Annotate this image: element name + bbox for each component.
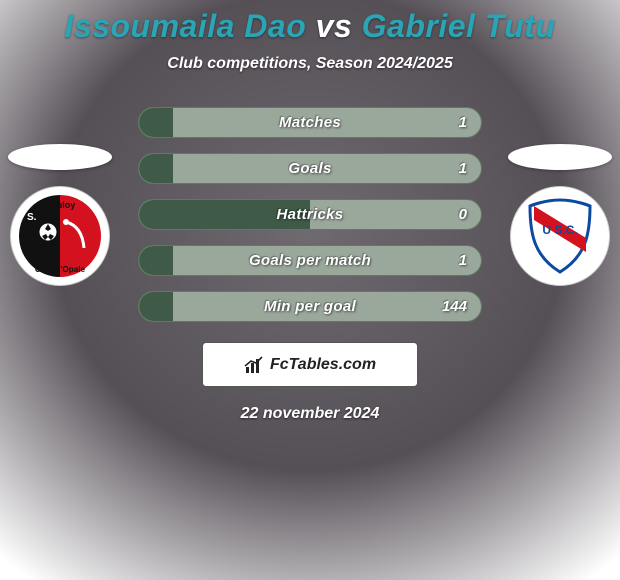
- stat-label: Goals per match: [139, 252, 481, 269]
- left-club-crest: Bouloy S. Côte d'Opale: [10, 186, 110, 286]
- stat-value-right: 0: [459, 206, 467, 223]
- title-player1: Issoumaila Dao: [65, 8, 307, 44]
- stat-bar: Goals per match1: [138, 245, 482, 276]
- page-title: Issoumaila Dao vs Gabriel Tutu: [0, 8, 620, 45]
- svg-text:U S.C.: U S.C.: [542, 223, 577, 237]
- subtitle: Club competitions, Season 2024/2025: [0, 55, 620, 73]
- boulogne-crest-icon: Bouloy S. Côte d'Opale: [18, 194, 102, 278]
- usc-crest-icon: U S.C.: [518, 194, 602, 278]
- svg-text:S.: S.: [27, 212, 37, 223]
- chart-icon: [244, 355, 264, 375]
- content-root: Issoumaila Dao vs Gabriel Tutu Club comp…: [0, 0, 620, 423]
- stat-bar: Matches1: [138, 107, 482, 138]
- right-ellipse: [508, 144, 612, 170]
- stats-column: Matches1Goals1Hattricks0Goals per match1…: [120, 107, 500, 322]
- stat-value-right: 1: [459, 114, 467, 131]
- svg-text:Côte d'Opale: Côte d'Opale: [35, 265, 86, 274]
- title-vs: vs: [316, 8, 353, 44]
- left-column: Bouloy S. Côte d'Opale: [0, 144, 120, 286]
- stat-label: Hattricks: [139, 206, 481, 223]
- right-column: U S.C.: [500, 144, 620, 286]
- title-player2: Gabriel Tutu: [362, 8, 556, 44]
- stat-bar: Min per goal144: [138, 291, 482, 322]
- brand-text: FcTables.com: [270, 356, 376, 374]
- svg-text:Bouloy: Bouloy: [45, 200, 76, 210]
- right-club-crest: U S.C.: [510, 186, 610, 286]
- stat-label: Matches: [139, 114, 481, 131]
- stat-bar: Goals1: [138, 153, 482, 184]
- stat-value-right: 1: [459, 160, 467, 177]
- stat-value-right: 144: [442, 298, 467, 315]
- brand-box[interactable]: FcTables.com: [202, 342, 418, 387]
- stat-label: Min per goal: [139, 298, 481, 315]
- main-row: Bouloy S. Côte d'Opale Matches1Goals1Hat…: [0, 107, 620, 322]
- stat-value-right: 1: [459, 252, 467, 269]
- stat-bar: Hattricks0: [138, 199, 482, 230]
- date-stamp: 22 november 2024: [0, 405, 620, 423]
- left-ellipse: [8, 144, 112, 170]
- stat-label: Goals: [139, 160, 481, 177]
